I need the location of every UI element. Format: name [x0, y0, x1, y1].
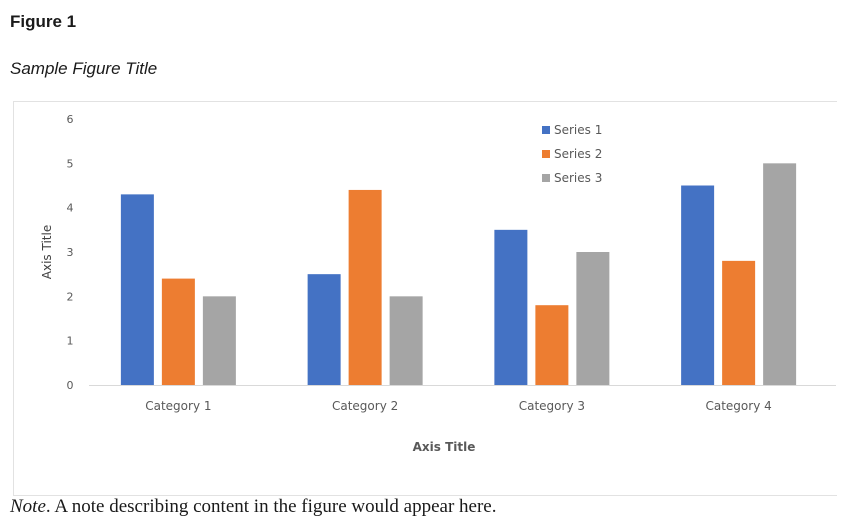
- y-tick-label: 5: [67, 157, 74, 170]
- legend-label: Series 2: [554, 147, 602, 161]
- y-tick-label: 1: [67, 335, 74, 348]
- y-tick-label: 0: [67, 379, 74, 392]
- figure-label: Figure 1: [10, 12, 77, 31]
- bar-1-4: [681, 185, 715, 385]
- figure-note: Note. A note describing content in the f…: [10, 496, 496, 518]
- bar-3-3: [576, 252, 610, 385]
- bar-3-1: [202, 296, 236, 385]
- bar-3-4: [763, 163, 797, 385]
- x-tick-label: Category 3: [519, 399, 585, 413]
- y-tick-label: 6: [67, 113, 74, 126]
- y-tick-label: 4: [67, 202, 74, 215]
- legend-label: Series 1: [554, 123, 602, 137]
- legend-label: Series 3: [554, 171, 602, 185]
- x-tick-label: Category 1: [145, 399, 211, 413]
- bar-1-3: [494, 229, 528, 385]
- bar-2-1: [161, 278, 195, 385]
- note-text: . A note describing content in the figur…: [45, 496, 497, 517]
- bar-1-1: [120, 194, 154, 385]
- x-tick-label: Category 4: [705, 399, 771, 413]
- note-lead: Note: [10, 496, 46, 517]
- x-tick-label: Category 2: [332, 399, 398, 413]
- y-axis-title: Axis Title: [40, 225, 54, 279]
- legend-swatch-3: [542, 174, 550, 182]
- bar-2-3: [535, 305, 569, 385]
- bar-3-2: [389, 296, 423, 385]
- legend-swatch-2: [542, 150, 550, 158]
- y-tick-label: 3: [67, 246, 74, 259]
- figure-title: Sample Figure Title: [10, 59, 158, 78]
- legend-swatch-1: [542, 126, 550, 134]
- bar-2-4: [722, 260, 756, 385]
- y-tick-label: 2: [67, 290, 74, 303]
- x-axis-title: Axis Title: [413, 440, 476, 454]
- bar-chart: 0 1 2 3 4 5 6 Category 1 Category 2 Category 3 Cat…: [40, 113, 836, 454]
- chart-area: 0 1 2 3 4 5 6 Category 1 Category 2 Category 3 Cat…: [13, 101, 837, 496]
- bar-2-2: [348, 189, 382, 385]
- bar-1-2: [307, 274, 341, 385]
